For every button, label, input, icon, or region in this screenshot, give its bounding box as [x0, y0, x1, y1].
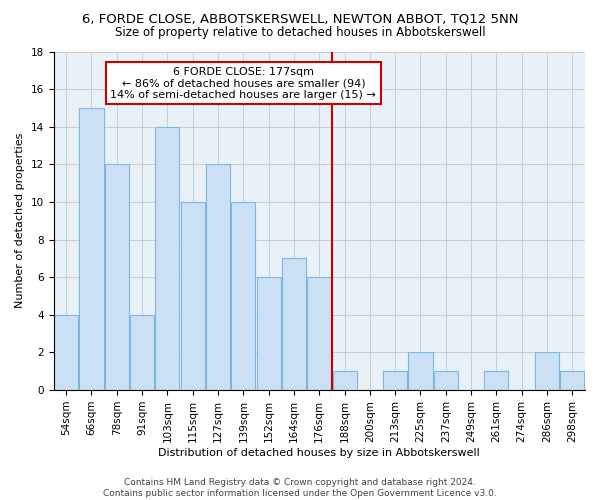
Bar — [257, 277, 281, 390]
Y-axis label: Number of detached properties: Number of detached properties — [15, 133, 25, 308]
Bar — [206, 164, 230, 390]
Bar — [484, 372, 508, 390]
Text: Size of property relative to detached houses in Abbotskerswell: Size of property relative to detached ho… — [115, 26, 485, 39]
Bar — [282, 258, 306, 390]
Bar — [383, 372, 407, 390]
Bar — [535, 352, 559, 390]
Bar — [332, 372, 356, 390]
Bar — [54, 315, 78, 390]
Bar — [155, 126, 179, 390]
Bar — [434, 372, 458, 390]
Bar — [307, 277, 331, 390]
Bar — [181, 202, 205, 390]
Bar — [130, 315, 154, 390]
Text: Contains HM Land Registry data © Crown copyright and database right 2024.
Contai: Contains HM Land Registry data © Crown c… — [103, 478, 497, 498]
Bar — [105, 164, 129, 390]
Bar — [560, 372, 584, 390]
Bar — [409, 352, 433, 390]
X-axis label: Distribution of detached houses by size in Abbotskerswell: Distribution of detached houses by size … — [158, 448, 480, 458]
Text: 6, FORDE CLOSE, ABBOTSKERSWELL, NEWTON ABBOT, TQ12 5NN: 6, FORDE CLOSE, ABBOTSKERSWELL, NEWTON A… — [82, 12, 518, 26]
Bar — [79, 108, 104, 390]
Text: 6 FORDE CLOSE: 177sqm
← 86% of detached houses are smaller (94)
14% of semi-deta: 6 FORDE CLOSE: 177sqm ← 86% of detached … — [110, 66, 376, 100]
Bar — [232, 202, 256, 390]
